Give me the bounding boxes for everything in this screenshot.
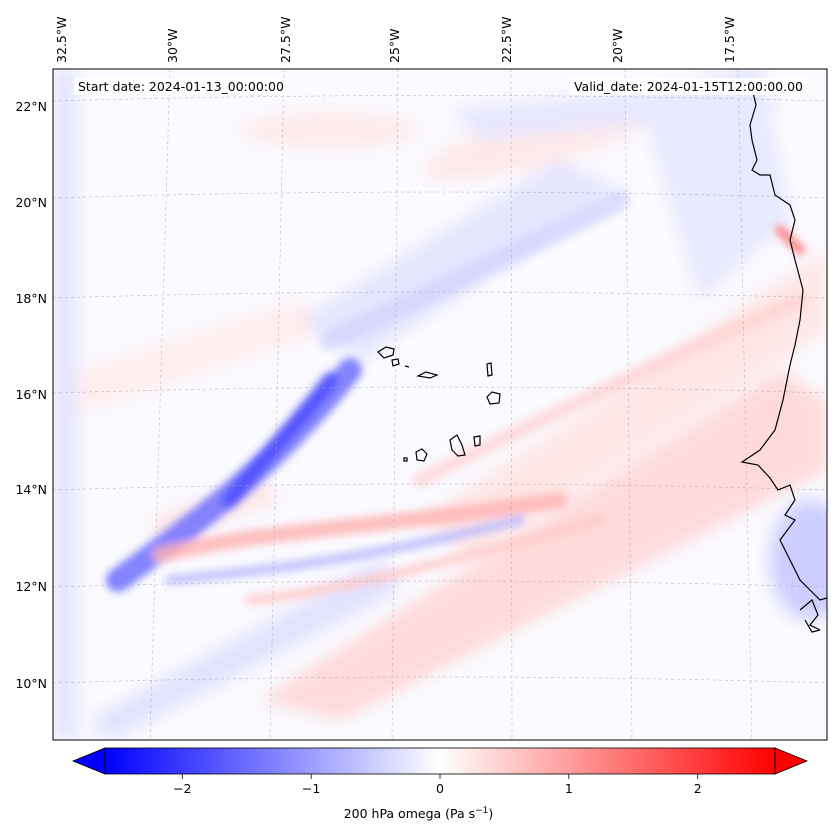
lat-label: 16°N xyxy=(15,387,47,402)
island-boa-vista xyxy=(486,391,501,405)
colorbar-tick-label: −2 xyxy=(173,781,191,796)
lon-label: 17.5°W xyxy=(722,17,737,63)
lat-label: 18°N xyxy=(15,291,47,306)
lon-label: 30°W xyxy=(165,28,180,63)
colorbar-ticks: −2 −1 0 1 2 xyxy=(173,774,702,796)
lon-label: 20°W xyxy=(610,28,625,63)
island-sao-vicente xyxy=(391,358,400,367)
colorbar-title-sup: −1 xyxy=(475,806,489,816)
colorbar-min-extend xyxy=(71,747,106,775)
colorbar-max-extend xyxy=(774,747,809,775)
colorbar: −2 −1 0 1 2 xyxy=(71,747,809,796)
lon-label: 32.5°W xyxy=(54,17,69,63)
colorbar-tick-label: −1 xyxy=(302,781,320,796)
lat-label: 12°N xyxy=(15,579,47,594)
lon-label: 27.5°W xyxy=(278,17,293,63)
colorbar-title-main: 200 hPa omega (Pa s xyxy=(343,806,476,822)
colorbar-bar xyxy=(104,747,776,775)
start-date-label: Start date: 2024-01-13_00:00:00 xyxy=(74,78,288,95)
lat-label: 20°N xyxy=(15,195,47,210)
lon-label: 22.5°W xyxy=(499,17,514,63)
lat-label: 22°N xyxy=(15,99,47,114)
coastlines xyxy=(377,87,828,633)
island-santo-antao xyxy=(377,346,395,359)
map-frame xyxy=(52,68,828,741)
latitude-labels: 22°N 20°N 18°N 16°N 14°N 12°N 10°N xyxy=(15,99,47,691)
colorbar-title-end: ) xyxy=(488,806,494,822)
colorbar-title: 200 hPa omega (Pa s−1) xyxy=(0,806,837,821)
africa-coastline xyxy=(740,87,828,601)
omega-field xyxy=(53,69,827,740)
island-brava xyxy=(403,457,408,462)
colorbar-tick-label: 0 xyxy=(436,781,444,796)
island-sal xyxy=(486,362,493,377)
lat-label: 14°N xyxy=(15,482,47,497)
island-maio xyxy=(473,435,481,447)
island-sao-nicolau xyxy=(416,371,439,379)
lat-label: 10°N xyxy=(15,676,47,691)
graticule xyxy=(52,68,828,741)
longitude-labels: 32.5°W 30°W 27.5°W 25°W 22.5°W 20°W 17.5… xyxy=(54,17,737,63)
colorbar-tick-label: 1 xyxy=(565,781,573,796)
island-santiago xyxy=(449,434,466,457)
island-santa-luzia xyxy=(404,365,410,368)
island-fogo xyxy=(415,448,428,462)
valid-date-label: Valid_date: 2024-01-15T12:00:00.00 xyxy=(569,78,807,95)
lon-label: 25°W xyxy=(387,28,402,63)
colorbar-tick-label: 2 xyxy=(694,781,702,796)
